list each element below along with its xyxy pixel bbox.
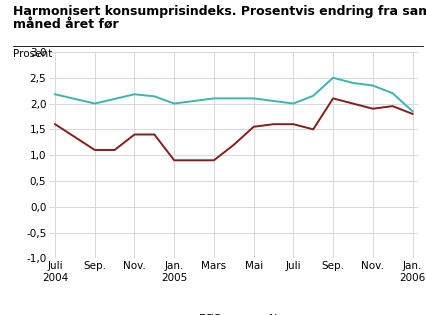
Norge <box>350 102 355 106</box>
EØS <box>171 102 176 106</box>
EØS <box>151 94 156 98</box>
EØS <box>409 109 414 113</box>
Norge <box>310 128 315 131</box>
EØS <box>231 96 236 100</box>
Norge <box>112 148 117 152</box>
EØS <box>271 99 276 103</box>
Norge <box>132 133 137 136</box>
Norge <box>250 125 256 129</box>
Norge <box>92 148 97 152</box>
Norge <box>151 133 156 136</box>
EØS <box>191 99 196 103</box>
Norge <box>271 122 276 126</box>
EØS <box>290 102 295 106</box>
Norge <box>389 104 394 108</box>
Norge <box>330 96 335 100</box>
EØS <box>112 97 117 101</box>
Norge <box>369 107 374 111</box>
Norge <box>290 122 295 126</box>
Norge <box>191 158 196 162</box>
EØS <box>92 102 97 106</box>
EØS <box>250 96 256 100</box>
EØS <box>132 92 137 96</box>
EØS <box>389 91 394 95</box>
Text: Prosent: Prosent <box>13 49 52 59</box>
Norge <box>231 143 236 147</box>
EØS <box>211 96 216 100</box>
Norge <box>52 122 58 126</box>
Norge <box>211 158 216 162</box>
Line: Norge: Norge <box>55 98 412 160</box>
Norge <box>72 135 77 139</box>
Line: EØS: EØS <box>55 78 412 111</box>
EØS <box>369 83 374 87</box>
EØS <box>310 94 315 98</box>
Text: måned året før: måned året før <box>13 17 118 30</box>
EØS <box>72 97 77 101</box>
Legend: EØS, Norge: EØS, Norge <box>161 309 306 315</box>
EØS <box>330 76 335 80</box>
EØS <box>52 92 58 96</box>
Text: Harmonisert konsumprisindeks. Prosentvis endring fra samme: Harmonisert konsumprisindeks. Prosentvis… <box>13 5 426 18</box>
Norge <box>171 158 176 162</box>
Norge <box>409 112 414 116</box>
EØS <box>350 81 355 85</box>
